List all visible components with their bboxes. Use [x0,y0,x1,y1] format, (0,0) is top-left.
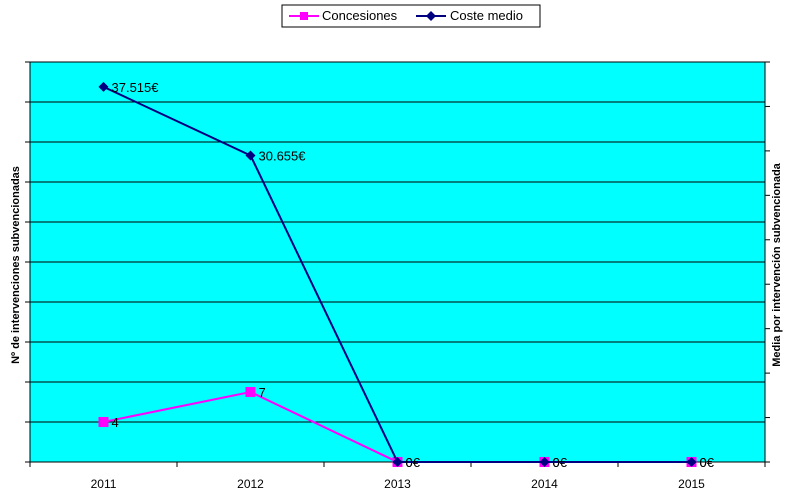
data-point [245,387,256,397]
data-label: 0€ [553,455,568,470]
series-coste-medio: 37.515€ 30.655€ 0€ 0€ 0€ [98,80,715,470]
data-point [686,457,697,467]
data-point [245,150,256,161]
y-axis-right-title: Media por intervención subvencionada [771,162,783,366]
data-label: 7 [259,385,266,400]
data-label: 4 [112,415,119,430]
y-axis-left-title: Nº de intervenciones subvencionadas [10,166,22,364]
legend: Concesiones Coste medio [281,4,541,28]
legend-label-concesiones: Concesiones [322,8,398,23]
data-label: 37.515€ [112,80,160,95]
axes [25,61,770,467]
data-label: 0€ [700,455,715,470]
legend-box [281,4,541,28]
data-label: 30.655€ [259,148,307,163]
legend-label-coste: Coste medio [450,8,523,23]
x-tick-labels: 2011 2012 2013 2014 2015 [91,477,706,491]
series-layer: 470 0 037.515€30.655€0€ 0€ 0€ [98,80,715,470]
x-tick-label: 2014 [531,477,558,491]
data-point [392,457,403,467]
data-label: 0€ [406,455,421,470]
x-tick-label: 2012 [237,477,264,491]
gridlines [30,101,765,423]
x-tick-label: 2011 [91,477,117,491]
data-point [98,417,109,427]
data-label: 0 [700,455,707,470]
legend-marker-concesiones [300,12,308,20]
x-tick-label: 2015 [678,477,705,491]
legend-marker-coste [426,11,436,21]
x-tick-label: 2013 [384,477,411,491]
data-point [98,81,109,92]
data-point [539,457,550,467]
